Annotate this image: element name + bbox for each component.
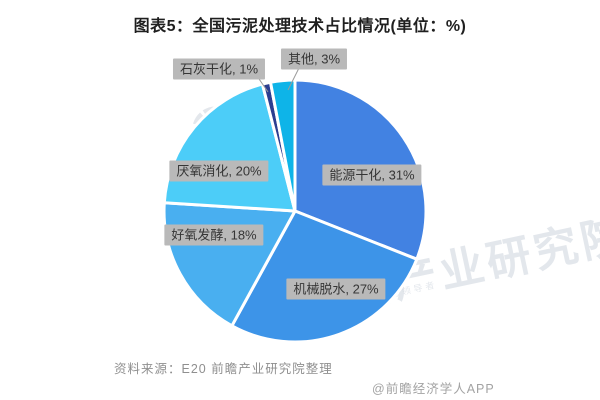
slice-callout-4: 石灰干化, 1%	[172, 58, 266, 80]
slice-callout-2: 好氧发酵, 18%	[164, 224, 264, 246]
slice-callout-1: 机械脱水, 27%	[286, 278, 386, 300]
source-note: 资料来源：E20 前瞻产业研究院整理	[114, 362, 333, 376]
chart-title: 图表5：全国污泥处理技术占比情况(单位：%)	[133, 18, 467, 35]
attribution: @前瞻经济学人APP	[372, 382, 495, 396]
slice-callout-5: 其他, 3%	[280, 48, 348, 70]
callout-leader-line-1	[287, 67, 300, 91]
pie-slice-5	[269, 78, 297, 213]
slice-callout-0: 能源干化, 31%	[322, 164, 422, 186]
slice-callout-3: 厌氧消化, 20%	[169, 160, 269, 182]
